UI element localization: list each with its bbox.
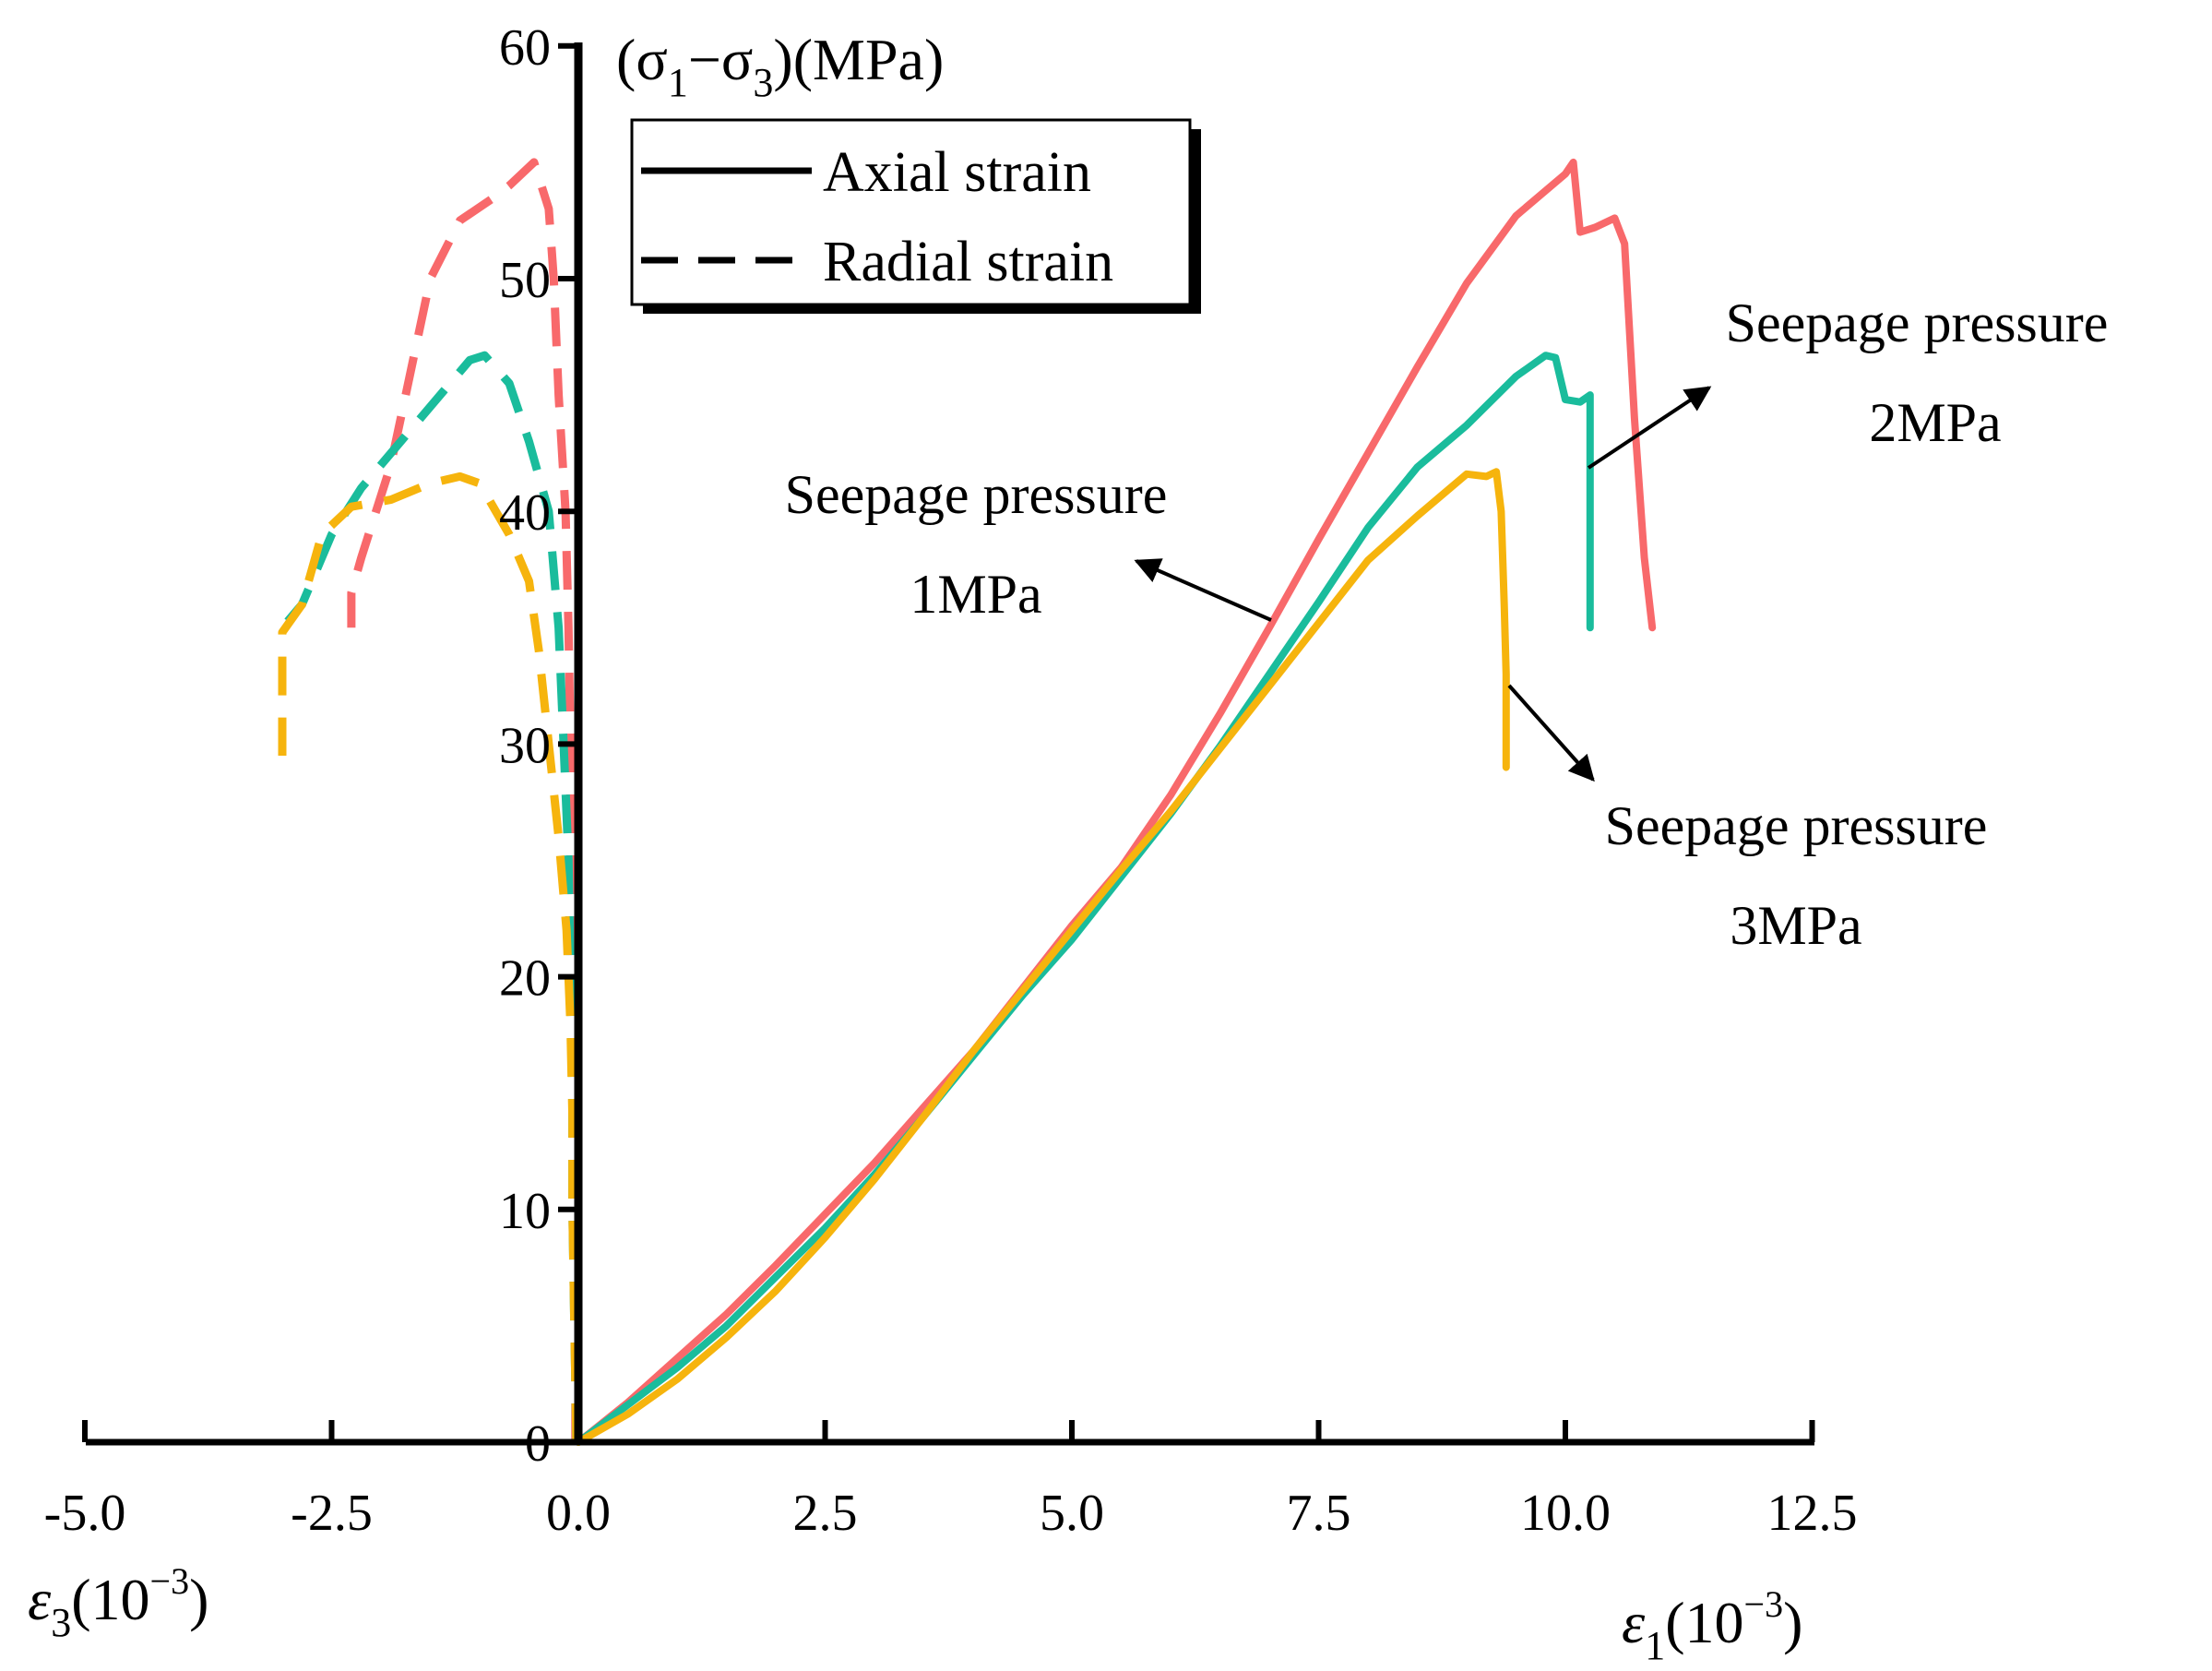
annotation-2mpa-line2: 2MPa [1869, 392, 2001, 453]
x-axis-label-left: ε3(10−3) [28, 1560, 208, 1645]
annotation-2mpa-arrow [1587, 386, 1712, 470]
radial-strain-line-1 [347, 158, 580, 1442]
annotation-2mpa-line1: Seepage pressure [1726, 292, 2109, 353]
y-axis-title: (σ1−σ3)(MPa) [616, 27, 944, 105]
x-tick-label: 2.5 [793, 1485, 858, 1542]
legend-label-radial: Radial strain [823, 231, 1113, 293]
annotation-3mpa-line1: Seepage pressure [1605, 795, 1988, 856]
y-tick-label: 50 [499, 252, 551, 309]
x-axis-label-right: ε1(10−3) [1622, 1583, 1802, 1668]
y-tick-label: 10 [499, 1183, 551, 1240]
x-tick-label: 7.5 [1287, 1485, 1351, 1542]
y-tick-label: 20 [499, 950, 551, 1008]
legend: Axial strain Radial strain [630, 118, 1201, 314]
x-tick-label: 10.0 [1520, 1485, 1611, 1542]
axial-strain-line-3 [575, 468, 1510, 1446]
x-ticks: -5.0 -2.5 0.0 2.5 5.0 7.5 10.0 12.5 [44, 1420, 1858, 1542]
x-tick-label: 0.0 [546, 1485, 611, 1542]
x-tick-label: 5.0 [1040, 1485, 1104, 1542]
legend-box [630, 118, 1192, 306]
axial-strain-line-1 [575, 158, 1657, 1446]
y-tick-label: 30 [499, 717, 551, 774]
y-tick-label: 60 [499, 19, 551, 77]
annotation-3mpa: Seepage pressure 3MPa [1507, 684, 1988, 956]
y-ticks: 0 10 20 30 40 50 60 [499, 19, 578, 1473]
x-tick-label: -2.5 [291, 1485, 373, 1542]
annotation-3mpa-arrow [1507, 684, 1595, 782]
x-tick-label: 12.5 [1767, 1485, 1858, 1542]
x-tick-label: -5.0 [44, 1485, 126, 1542]
annotation-1mpa-line1: Seepage pressure [785, 464, 1168, 525]
annotation-1mpa-line2: 1MPa [910, 564, 1041, 625]
annotation-1mpa: Seepage pressure 1MPa [785, 464, 1272, 625]
annotation-2mpa: Seepage pressure 2MPa [1587, 292, 2109, 470]
annotation-3mpa-line2: 3MPa [1730, 895, 1861, 956]
annotation-1mpa-arrow [1134, 558, 1272, 622]
radial-strain-line-3 [278, 471, 581, 1443]
y-tick-label: 0 [525, 1415, 551, 1473]
series-layer [278, 158, 1657, 1446]
y-tick-label: 40 [499, 484, 551, 542]
legend-label-axial: Axial strain [823, 141, 1091, 204]
